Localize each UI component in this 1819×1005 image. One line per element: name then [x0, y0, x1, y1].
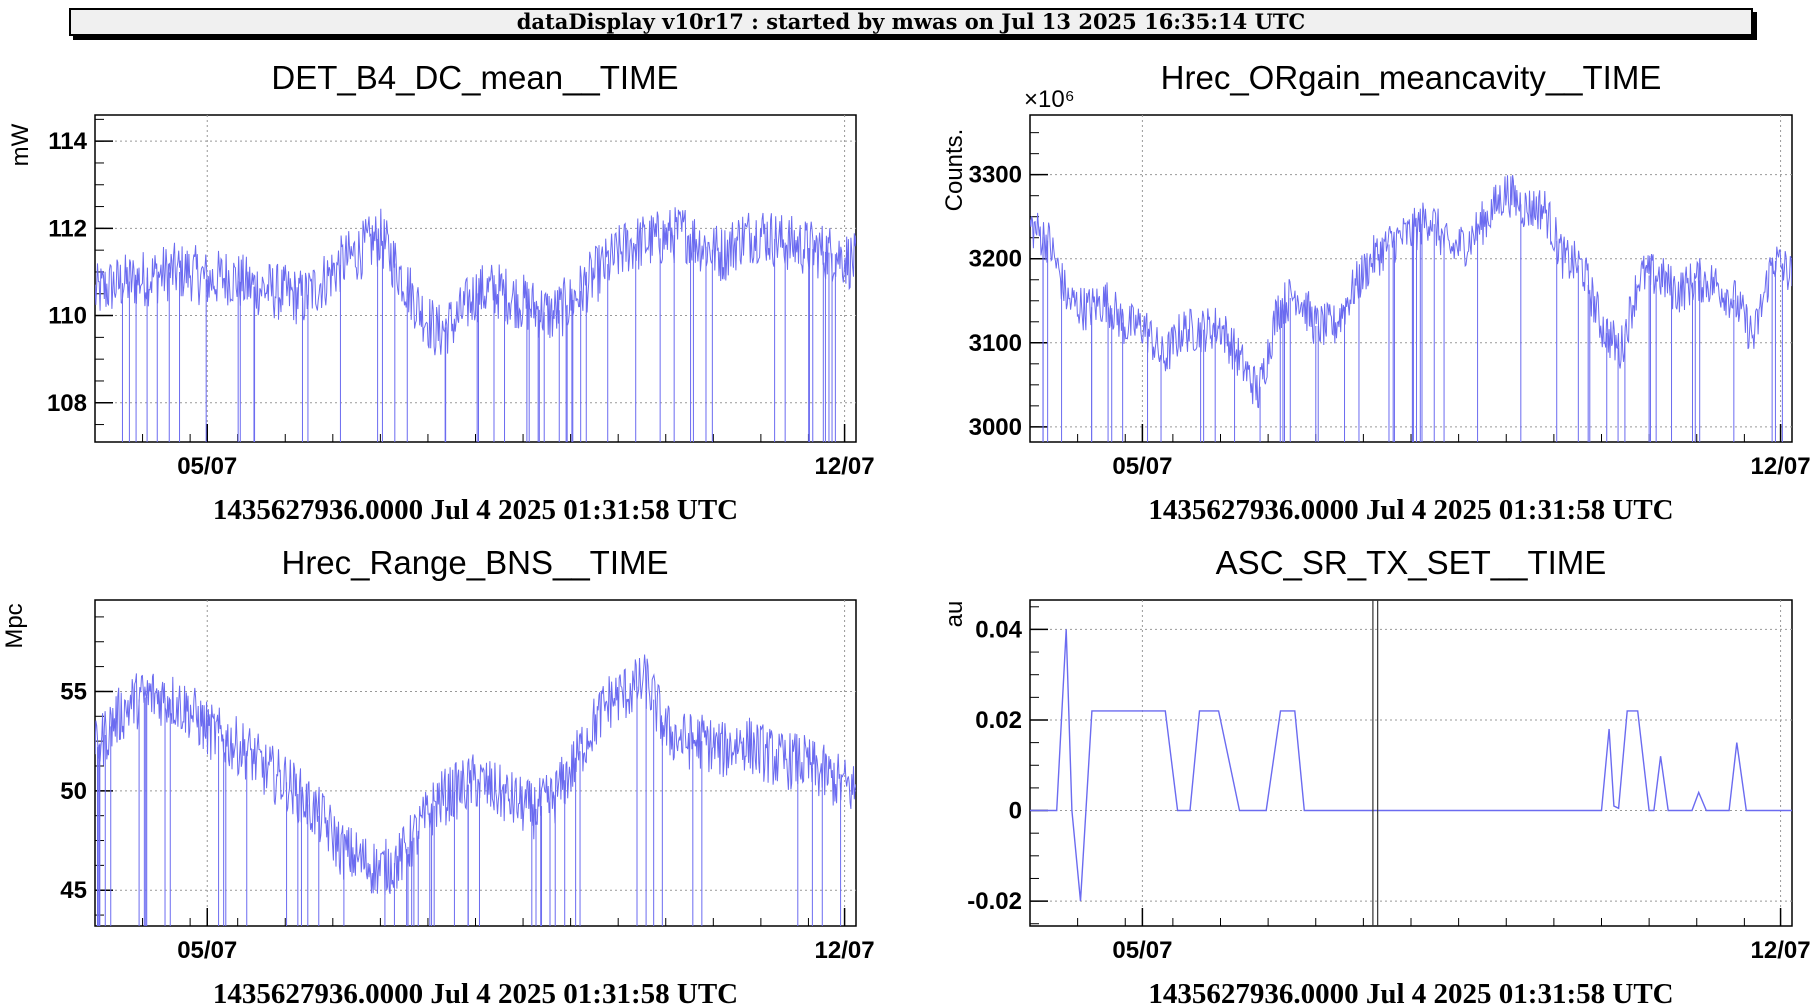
- y-tick-label: 0: [1009, 798, 1022, 825]
- chart-title: DET_B4_DC_mean__TIME: [271, 59, 678, 96]
- chart-title: ASC_SR_TX_SET__TIME: [1216, 544, 1607, 581]
- x-axis-label: 1435627936.0000 Jul 4 2025 01:31:58 UTC: [1148, 494, 1673, 526]
- panel-asc-sr-tx-set: ASC_SR_TX_SET__TIME -0.02 0 0.02 0.04 05/07 12…: [941, 544, 1811, 1005]
- y-tick-label: 108: [47, 390, 87, 417]
- panel-det-b4-dc-mean: DET_B4_DC_mean__TIME 108 110 112 114 05/07 12/…: [7, 59, 875, 526]
- y-tick-label: -0.02: [967, 888, 1022, 915]
- series-line: [1030, 600, 1792, 926]
- y-tick-label: 3000: [969, 414, 1022, 441]
- plot-frame: [94, 599, 857, 927]
- y-multiplier-label: ×10⁶: [1024, 86, 1075, 113]
- x-axis-label: 1435627936.0000 Jul 4 2025 01:31:58 UTC: [1148, 978, 1673, 1005]
- y-axis-label: Mpc: [1, 603, 28, 648]
- y-tick-label: 110: [48, 303, 87, 330]
- y-tick-label: 0.04: [975, 616, 1022, 643]
- x-tick-label: 12/07: [1751, 937, 1811, 964]
- series-line: [1030, 175, 1792, 442]
- x-tick-label: 05/07: [1112, 453, 1172, 480]
- series-path: [95, 654, 856, 896]
- series-path: [95, 207, 856, 356]
- chart-title: Hrec_ORgain_meancavity__TIME: [1161, 59, 1662, 96]
- series-polyline: [1030, 629, 1792, 902]
- y-tick-label: 3300: [969, 162, 1022, 189]
- plot-frame: [94, 114, 857, 443]
- x-tick-label: 12/07: [815, 453, 875, 480]
- x-tick-label: 12/07: [1751, 453, 1811, 480]
- y-tick-label: 3200: [969, 246, 1022, 273]
- panel-hrec-range-bns: Hrec_Range_BNS__TIME 45 50 55 05/07 12/07 Mpc 1…: [1, 544, 875, 1005]
- x-tick-label: 05/07: [1112, 937, 1172, 964]
- series-line: [95, 654, 856, 926]
- y-axis-label: au: [941, 601, 968, 628]
- panel-hrec-orgain-meancavity: Hrec_ORgain_meancavity__TIME 3000 3100 3200…: [941, 59, 1811, 526]
- x-axis-label: 1435627936.0000 Jul 4 2025 01:31:58 UTC: [213, 494, 738, 526]
- series-path: [1030, 175, 1792, 409]
- y-tick-label: 45: [60, 877, 87, 904]
- series-line: [95, 207, 856, 442]
- chart-title: Hrec_Range_BNS__TIME: [281, 544, 668, 581]
- plot-frame: [1029, 114, 1793, 443]
- y-tick-label: 3100: [969, 330, 1022, 357]
- x-tick-label: 05/07: [177, 937, 237, 964]
- app-header-title: dataDisplay v10r17 : started by mwas on …: [69, 8, 1753, 36]
- x-tick-label: 05/07: [177, 453, 237, 480]
- y-tick-label: 112: [48, 215, 87, 242]
- plot-frame: [1029, 599, 1793, 927]
- x-tick-label: 12/07: [815, 937, 875, 964]
- y-axis-label: mW: [7, 123, 34, 166]
- y-tick-label: 50: [60, 778, 87, 805]
- y-axis-label: Counts.: [941, 129, 968, 212]
- x-axis-label: 1435627936.0000 Jul 4 2025 01:31:58 UTC: [213, 978, 738, 1005]
- y-tick-label: 114: [48, 128, 87, 155]
- y-tick-label: 55: [60, 678, 87, 705]
- y-tick-label: 0.02: [975, 707, 1022, 734]
